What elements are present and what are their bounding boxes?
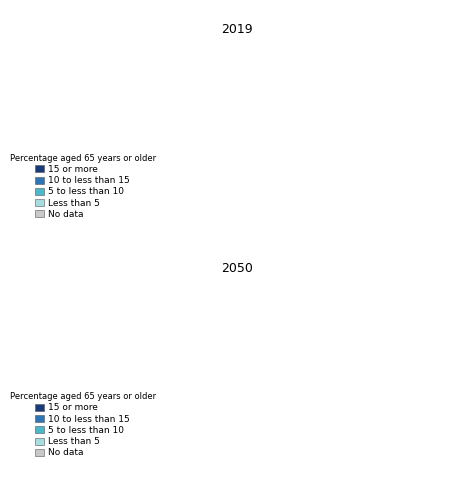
Title: 2019: 2019: [221, 23, 253, 36]
Title: 2050: 2050: [221, 261, 253, 274]
Legend: 15 or more, 10 to less than 15, 5 to less than 10, Less than 5, No data: 15 or more, 10 to less than 15, 5 to les…: [7, 151, 158, 222]
Legend: 15 or more, 10 to less than 15, 5 to less than 10, Less than 5, No data: 15 or more, 10 to less than 15, 5 to les…: [7, 390, 158, 460]
